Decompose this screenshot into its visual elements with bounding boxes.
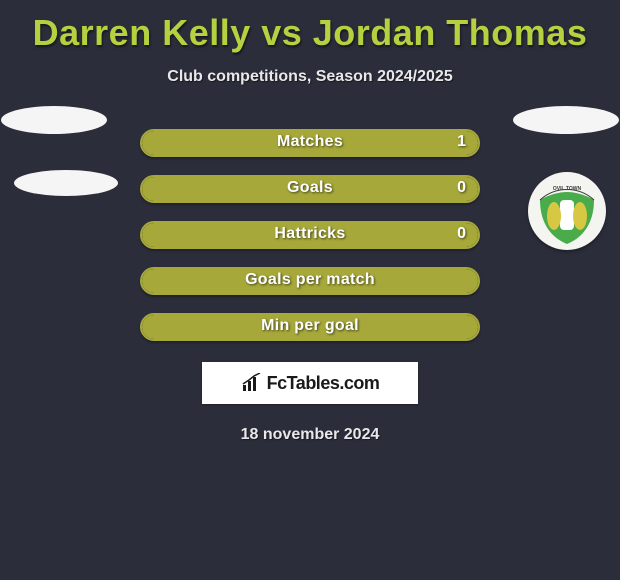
stat-bar: Min per goal bbox=[140, 313, 480, 341]
brand-text: FcTables.com bbox=[267, 373, 380, 394]
stat-label: Hattricks bbox=[142, 225, 478, 243]
stat-row: Goals 0 bbox=[0, 166, 620, 212]
bar-chart-icon bbox=[241, 373, 263, 393]
stat-row: Hattricks 0 bbox=[0, 212, 620, 258]
stats-area: OVIL TOWN Matches 1 Goals 0 Hattricks 0 … bbox=[0, 120, 620, 350]
stat-row: Matches 1 bbox=[0, 120, 620, 166]
stat-bar: Goals per match bbox=[140, 267, 480, 295]
comparison-title: Darren Kelly vs Jordan Thomas bbox=[0, 0, 620, 54]
stat-bar: Goals 0 bbox=[140, 175, 480, 203]
comparison-subtitle: Club competitions, Season 2024/2025 bbox=[0, 68, 620, 86]
stat-value: 1 bbox=[457, 133, 466, 151]
stat-label: Goals bbox=[142, 179, 478, 197]
stat-label: Min per goal bbox=[142, 317, 478, 335]
stat-value: 0 bbox=[457, 225, 466, 243]
stat-label: Matches bbox=[142, 133, 478, 151]
date-text: 18 november 2024 bbox=[0, 426, 620, 444]
stat-row: Goals per match bbox=[0, 258, 620, 304]
stat-bar: Hattricks 0 bbox=[140, 221, 480, 249]
brand-box: FcTables.com bbox=[202, 362, 418, 404]
stat-label: Goals per match bbox=[142, 271, 478, 289]
stat-bar: Matches 1 bbox=[140, 129, 480, 157]
stat-value: 0 bbox=[457, 179, 466, 197]
stat-row: Min per goal bbox=[0, 304, 620, 350]
